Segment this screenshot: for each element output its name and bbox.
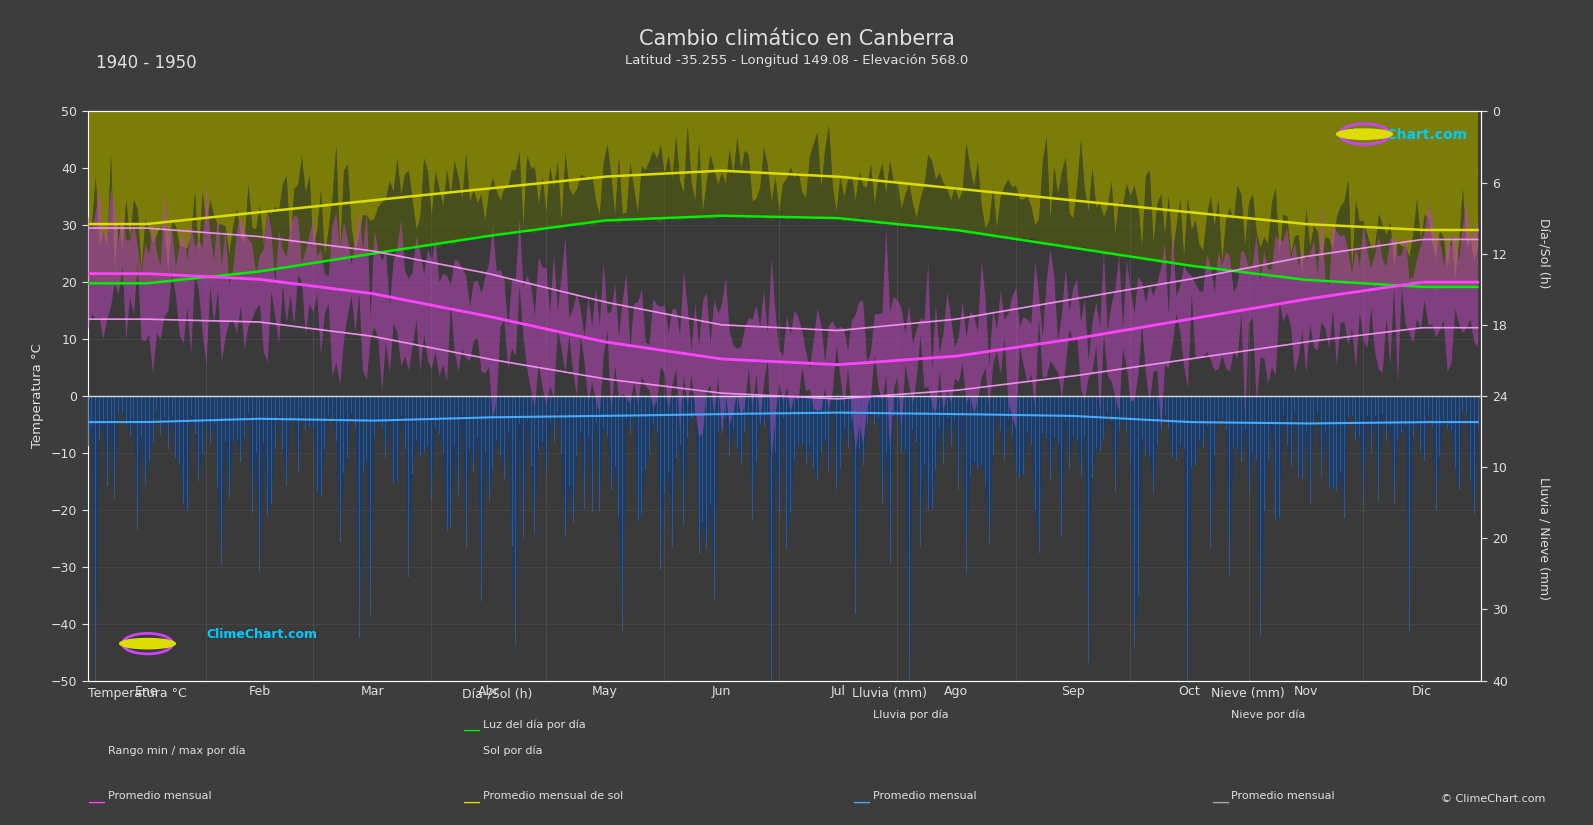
Text: Latitud -35.255 - Longitud 149.08 - Elevación 568.0: Latitud -35.255 - Longitud 149.08 - Elev… bbox=[624, 54, 969, 67]
Ellipse shape bbox=[1337, 129, 1392, 139]
Text: Luz del día por día: Luz del día por día bbox=[483, 719, 586, 729]
Text: Rango min / max por día: Rango min / max por día bbox=[108, 746, 245, 756]
Text: Promedio mensual: Promedio mensual bbox=[1231, 791, 1335, 801]
Text: Nieve (mm): Nieve (mm) bbox=[1211, 687, 1284, 700]
Text: Día-/Sol (h): Día-/Sol (h) bbox=[462, 687, 532, 700]
Text: —: — bbox=[88, 793, 105, 811]
Text: Cambio climático en Canberra: Cambio climático en Canberra bbox=[639, 29, 954, 49]
Text: —: — bbox=[462, 793, 479, 811]
Text: —: — bbox=[1211, 793, 1228, 811]
Text: Lluvia (mm): Lluvia (mm) bbox=[852, 687, 927, 700]
Text: Nieve por día: Nieve por día bbox=[1231, 710, 1306, 719]
Text: Promedio mensual de sol: Promedio mensual de sol bbox=[483, 791, 623, 801]
Text: Lluvia / Nieve (mm): Lluvia / Nieve (mm) bbox=[1537, 477, 1550, 600]
Text: ClimeChart.com: ClimeChart.com bbox=[205, 628, 317, 641]
Text: Promedio mensual: Promedio mensual bbox=[108, 791, 212, 801]
Text: Sol por día: Sol por día bbox=[483, 746, 542, 756]
Text: 1940 - 1950: 1940 - 1950 bbox=[96, 54, 196, 72]
Text: Día-/Sol (h): Día-/Sol (h) bbox=[1537, 219, 1550, 289]
Text: ClimeChart.com: ClimeChart.com bbox=[1343, 129, 1467, 143]
Y-axis label: Temperatura °C: Temperatura °C bbox=[30, 343, 43, 449]
Ellipse shape bbox=[119, 639, 175, 648]
Text: —: — bbox=[852, 793, 870, 811]
Text: Lluvia por día: Lluvia por día bbox=[873, 710, 948, 719]
Text: Promedio mensual: Promedio mensual bbox=[873, 791, 977, 801]
Text: —: — bbox=[462, 721, 479, 739]
Text: © ClimeChart.com: © ClimeChart.com bbox=[1440, 794, 1545, 804]
Text: Temperatura °C: Temperatura °C bbox=[88, 687, 186, 700]
